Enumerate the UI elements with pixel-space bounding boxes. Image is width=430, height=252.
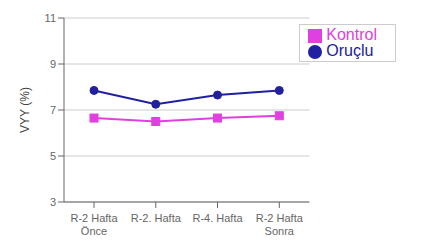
svg-text:9: 9	[50, 58, 56, 70]
html-text:Kontrol: Kontrol	[326, 26, 377, 43]
svg-text:3: 3	[50, 196, 56, 208]
svg-text:7: 7	[50, 104, 56, 116]
svg-text:R-4. Hafta: R-4. Hafta	[192, 212, 243, 224]
svg-text:R-2 HaftaSonra: R-2 HaftaSonra	[256, 212, 304, 237]
html-text:Oruçlu: Oruçlu	[326, 42, 374, 59]
svg-text:R-2. Hafta: R-2. Hafta	[131, 212, 182, 224]
svg-text:R-2 HaftaÖnce: R-2 HaftaÖnce	[70, 212, 118, 237]
svg-text:5: 5	[50, 150, 56, 162]
svg-text:VYY (%): VYY (%)	[18, 87, 32, 133]
svg-text:11: 11	[45, 12, 56, 24]
